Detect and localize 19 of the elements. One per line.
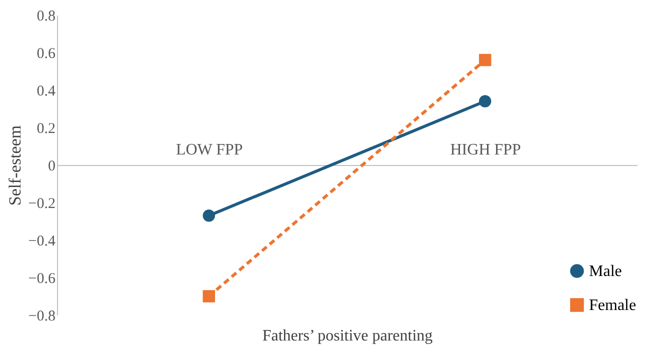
y-tick-label: 0.6 xyxy=(36,46,56,62)
y-tick-label: −0.8 xyxy=(28,308,56,324)
point xyxy=(478,54,492,66)
point xyxy=(478,95,492,108)
y-tick-label: 0.2 xyxy=(36,121,56,137)
y-tick-label: 0.4 xyxy=(36,84,56,100)
y-tick-label: −0.6 xyxy=(28,271,56,287)
y-axis-title: Self-esteem xyxy=(5,125,24,206)
y-tick-label: 0 xyxy=(48,158,56,174)
point xyxy=(202,210,216,222)
x-axis-title: Fathers’ positive parenting xyxy=(262,328,433,344)
legend-label: Female xyxy=(589,297,636,314)
legend-label: Male xyxy=(589,263,622,280)
y-tick-label: −0.4 xyxy=(28,234,56,250)
y-tick-label: 0.8 xyxy=(36,8,56,24)
x-tick-label: LOW FPP xyxy=(176,142,243,158)
point xyxy=(202,290,216,302)
y-tick-label: −0.2 xyxy=(28,196,56,212)
x-tick-label: HIGH FPP xyxy=(450,142,522,158)
